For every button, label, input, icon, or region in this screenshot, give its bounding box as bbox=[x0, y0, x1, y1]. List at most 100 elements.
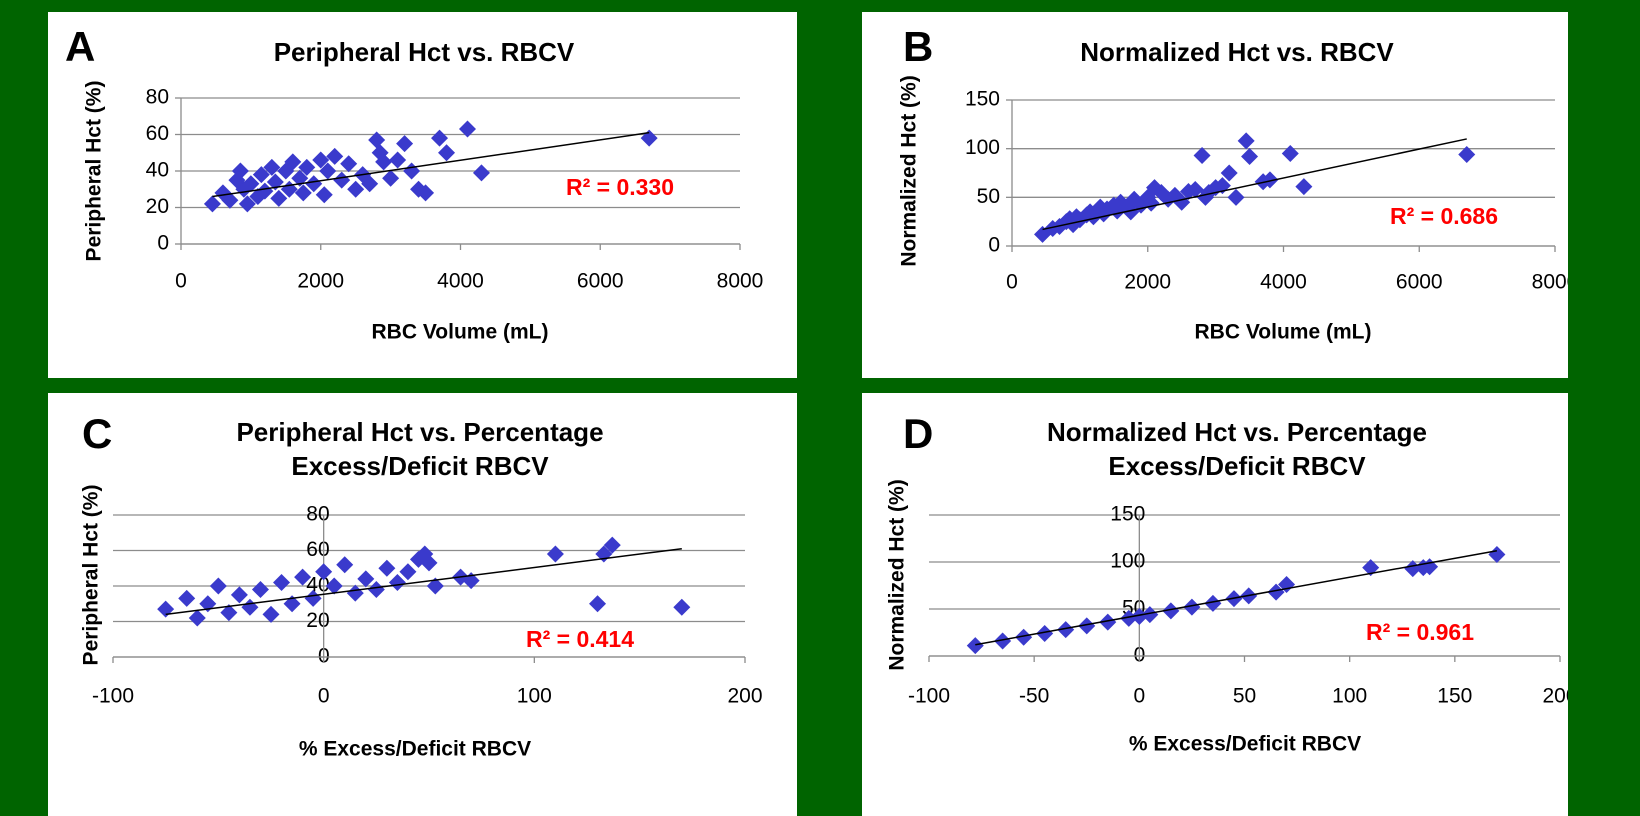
x-tick-label: 100 bbox=[517, 685, 552, 708]
x-tick-label: 50 bbox=[1233, 685, 1256, 708]
data-point bbox=[1098, 200, 1116, 218]
y-tick-label: 80 bbox=[306, 503, 329, 526]
y-tick-label: 60 bbox=[146, 122, 169, 145]
data-point bbox=[426, 577, 444, 595]
x-tick-label: 4000 bbox=[437, 270, 484, 293]
data-point bbox=[1186, 181, 1204, 199]
trendline bbox=[975, 549, 1498, 646]
data-point bbox=[230, 586, 248, 604]
x-tick-label: -100 bbox=[92, 685, 134, 708]
data-point bbox=[1057, 621, 1075, 639]
data-point bbox=[1091, 198, 1109, 216]
data-point bbox=[346, 584, 364, 602]
data-point bbox=[994, 632, 1012, 650]
data-point bbox=[361, 175, 379, 193]
data-point bbox=[1227, 188, 1245, 206]
x-axis-label: RBC Volume (mL) bbox=[372, 321, 549, 344]
data-point bbox=[378, 559, 396, 577]
y-axis-label: Peripheral Hct (%) bbox=[83, 81, 106, 262]
data-point bbox=[375, 153, 393, 171]
data-point bbox=[157, 600, 175, 618]
data-point bbox=[178, 589, 196, 607]
data-point bbox=[221, 191, 239, 209]
data-point bbox=[312, 151, 330, 169]
data-point bbox=[1173, 193, 1191, 211]
chart-title: Peripheral Hct vs. Percentage Excess/Def… bbox=[236, 417, 604, 481]
data-point bbox=[284, 153, 302, 171]
data-point bbox=[1166, 186, 1184, 204]
y-tick-label: 150 bbox=[1110, 503, 1145, 526]
data-point bbox=[231, 162, 249, 180]
x-tick-label: -50 bbox=[1019, 685, 1049, 708]
data-point bbox=[209, 577, 227, 595]
chart-title: Peripheral Hct vs. RBCV bbox=[273, 37, 575, 67]
data-point bbox=[1295, 178, 1313, 196]
data-point bbox=[1488, 545, 1506, 563]
data-point bbox=[382, 169, 400, 187]
trendline bbox=[165, 547, 682, 616]
y-tick-label: 20 bbox=[146, 195, 169, 218]
data-point bbox=[1183, 598, 1201, 616]
x-axis-label: RBC Volume (mL) bbox=[1195, 321, 1372, 344]
annotation: R² = 0.961 bbox=[1366, 619, 1474, 645]
data-point bbox=[388, 573, 406, 591]
data-point bbox=[256, 182, 274, 200]
x-tick-label: 2000 bbox=[1124, 271, 1171, 294]
data-point bbox=[458, 120, 476, 138]
data-point bbox=[1261, 171, 1279, 189]
data-point bbox=[1362, 559, 1380, 577]
y-axis-label: Normalized Hct (%) bbox=[898, 75, 921, 266]
data-point bbox=[420, 554, 438, 572]
data-point bbox=[603, 536, 621, 554]
data-point bbox=[1220, 164, 1238, 182]
data-point bbox=[238, 195, 256, 213]
data-point bbox=[1078, 617, 1096, 635]
x-tick-label: 4000 bbox=[1260, 271, 1307, 294]
data-point bbox=[1120, 609, 1138, 627]
data-point bbox=[203, 195, 221, 213]
data-point bbox=[319, 162, 337, 180]
y-tick-label: 60 bbox=[306, 538, 329, 561]
data-point bbox=[357, 570, 375, 588]
x-tick-label: 8000 bbox=[717, 270, 764, 293]
data-point bbox=[305, 175, 323, 193]
x-tick-label: -100 bbox=[908, 685, 950, 708]
chart-title: Normalized Hct vs. Percentage Excess/Def… bbox=[1046, 417, 1428, 481]
data-point bbox=[304, 589, 322, 607]
data-point bbox=[966, 637, 984, 655]
data-point bbox=[340, 155, 358, 173]
annotation: R² = 0.414 bbox=[526, 626, 634, 652]
y-tick-label: 150 bbox=[965, 88, 1000, 111]
x-tick-label: 8000 bbox=[1532, 271, 1568, 294]
data-point bbox=[368, 131, 386, 149]
data-point bbox=[589, 595, 607, 613]
data-point bbox=[315, 186, 333, 204]
x-tick-label: 2000 bbox=[297, 270, 344, 293]
data-point bbox=[1458, 146, 1476, 164]
x-tick-label: 200 bbox=[727, 685, 762, 708]
trendline bbox=[1042, 138, 1467, 231]
data-point bbox=[1241, 147, 1259, 165]
data-point bbox=[333, 171, 351, 189]
x-tick-label: 6000 bbox=[1396, 271, 1443, 294]
data-point bbox=[273, 573, 291, 591]
x-tick-label: 0 bbox=[1006, 271, 1018, 294]
data-point bbox=[262, 605, 280, 623]
data-point bbox=[251, 581, 269, 599]
data-point bbox=[438, 144, 456, 162]
data-point bbox=[389, 151, 407, 169]
y-tick-label: 40 bbox=[146, 159, 169, 182]
data-point bbox=[315, 563, 333, 581]
panel-label: D bbox=[903, 410, 933, 457]
y-tick-label: 50 bbox=[977, 185, 1000, 208]
annotation: R² = 0.686 bbox=[1390, 203, 1498, 229]
data-point bbox=[472, 164, 490, 182]
data-point bbox=[1015, 628, 1033, 646]
data-point bbox=[347, 180, 365, 198]
chart: 0 50 100 150 0 2000 4000 6000 8000 B RBC Volume (m… bbox=[898, 23, 1568, 344]
data-point bbox=[1036, 624, 1054, 642]
